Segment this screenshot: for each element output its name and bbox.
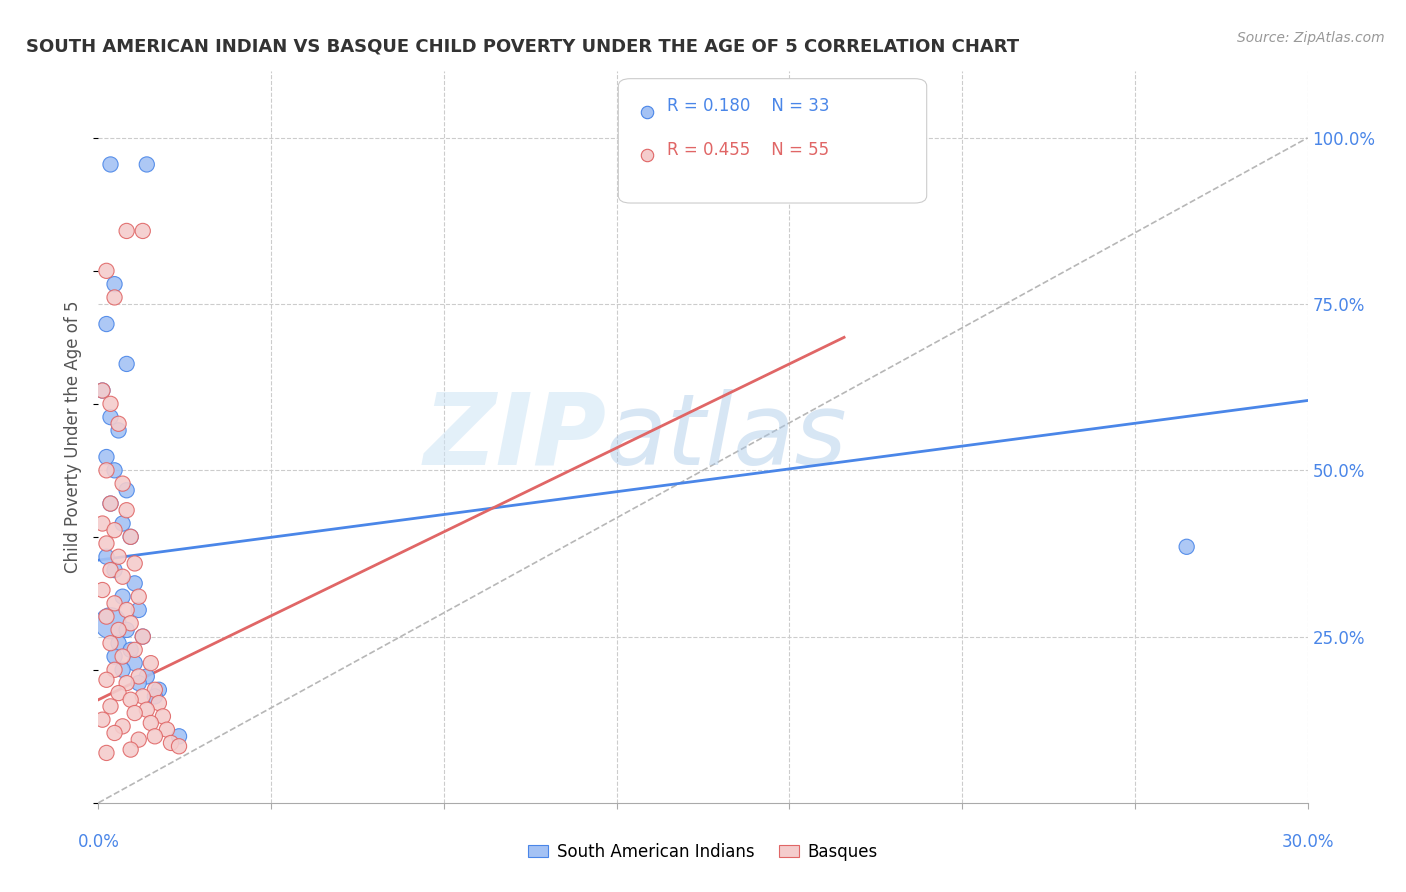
Point [120, 643, 142, 657]
Point [96, 746, 118, 760]
Point [135, 703, 157, 717]
Point [160, 736, 183, 750]
Y-axis label: Child Poverty Under the Age of 5: Child Poverty Under the Age of 5 [65, 301, 83, 574]
Point [120, 742, 142, 756]
Point [111, 516, 134, 531]
Point [139, 716, 162, 731]
Text: atlas: atlas [606, 389, 848, 485]
Point [111, 649, 134, 664]
Point [107, 417, 129, 431]
Point [111, 719, 134, 733]
Point [96, 264, 118, 278]
Point [143, 682, 166, 697]
Point [96, 450, 118, 464]
Point [103, 523, 125, 537]
Point [100, 699, 122, 714]
Point [120, 692, 142, 706]
Point [143, 690, 166, 704]
Point [111, 476, 134, 491]
Point [128, 669, 150, 683]
Point [115, 357, 138, 371]
Point [100, 616, 122, 631]
Point [103, 463, 125, 477]
Point [96, 536, 118, 550]
Point [139, 656, 162, 670]
Point [107, 623, 129, 637]
Point [100, 497, 122, 511]
Point [132, 224, 155, 238]
Point [100, 410, 122, 425]
Point [148, 682, 170, 697]
Point [115, 676, 138, 690]
Point [91, 582, 114, 597]
Point [128, 590, 150, 604]
Point [128, 603, 150, 617]
Text: R = 0.455    N = 55: R = 0.455 N = 55 [666, 141, 830, 160]
Point [91, 384, 114, 398]
Point [124, 643, 146, 657]
Point [107, 686, 129, 700]
Point [103, 290, 125, 304]
Point [111, 570, 134, 584]
Point [124, 576, 146, 591]
Point [100, 636, 122, 650]
Point [111, 590, 134, 604]
Point [120, 616, 142, 631]
Point [128, 676, 150, 690]
Point [135, 669, 157, 683]
Point [100, 157, 122, 171]
Text: Source: ZipAtlas.com: Source: ZipAtlas.com [1237, 31, 1385, 45]
Point [1175, 540, 1198, 554]
Point [103, 726, 125, 740]
Point [115, 623, 138, 637]
Point [148, 696, 170, 710]
Text: 30.0%: 30.0% [1281, 833, 1334, 851]
Point [124, 656, 146, 670]
Point [91, 384, 114, 398]
Text: 0.0%: 0.0% [77, 833, 120, 851]
Point [132, 690, 155, 704]
Point [115, 224, 138, 238]
Point [107, 636, 129, 650]
FancyBboxPatch shape [619, 78, 927, 203]
Point [128, 732, 150, 747]
Point [103, 596, 125, 610]
Point [124, 557, 146, 571]
Text: SOUTH AMERICAN INDIAN VS BASQUE CHILD POVERTY UNDER THE AGE OF 5 CORRELATION CHA: SOUTH AMERICAN INDIAN VS BASQUE CHILD PO… [25, 38, 1019, 56]
Point [96, 609, 118, 624]
Point [132, 630, 155, 644]
Point [120, 530, 142, 544]
Point [167, 729, 190, 743]
Point [100, 497, 122, 511]
Legend: South American Indians, Basques: South American Indians, Basques [522, 837, 884, 868]
Text: ZIP: ZIP [423, 389, 606, 485]
Point [100, 563, 122, 577]
Point [120, 530, 142, 544]
Point [156, 723, 179, 737]
Point [107, 424, 129, 438]
Point [143, 729, 166, 743]
Point [152, 709, 174, 723]
Point [96, 463, 118, 477]
Point [96, 549, 118, 564]
Point [103, 563, 125, 577]
Point [135, 157, 157, 171]
Point [115, 503, 138, 517]
Point [103, 277, 125, 292]
Point [107, 549, 129, 564]
Point [115, 483, 138, 498]
Point [132, 630, 155, 644]
Point [111, 663, 134, 677]
Point [91, 516, 114, 531]
Point [167, 739, 190, 754]
Point [100, 397, 122, 411]
Point [103, 649, 125, 664]
Point [124, 706, 146, 720]
Point [96, 317, 118, 331]
Point [91, 713, 114, 727]
Point [96, 673, 118, 687]
Point [115, 603, 138, 617]
Point [103, 663, 125, 677]
Text: R = 0.180    N = 33: R = 0.180 N = 33 [666, 97, 830, 115]
